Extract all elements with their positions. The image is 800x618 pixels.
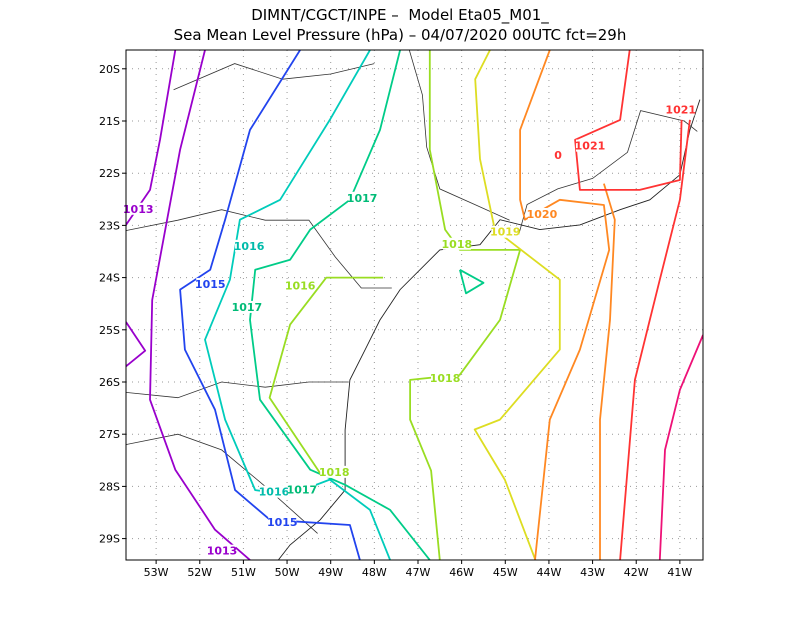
- x-tick-label: 51W: [231, 566, 256, 579]
- contour-label-bg: [235, 239, 264, 252]
- state-border: [518, 110, 698, 236]
- isobar-1022: [658, 334, 703, 560]
- contour-label: 1020: [527, 208, 558, 221]
- contour-label: 1021: [575, 140, 606, 153]
- y-tick-label: 29S: [99, 533, 120, 546]
- isobar-1013: [126, 321, 147, 367]
- state-border: [126, 433, 318, 534]
- state-border: [173, 63, 375, 91]
- contour-label-bg: [491, 225, 520, 238]
- isobar-1020: [599, 183, 616, 560]
- state-border: [126, 381, 349, 399]
- isobar-1013: [149, 50, 251, 560]
- contour-label-bg: [320, 465, 349, 478]
- state-border: [126, 209, 392, 289]
- contour-label: 1017: [287, 484, 318, 497]
- state-border: [408, 50, 510, 221]
- contour-label-bg: [268, 515, 297, 528]
- y-tick-label: 25S: [99, 324, 120, 337]
- x-tick-label: 53W: [144, 566, 169, 579]
- contour-label: 1018: [442, 238, 473, 251]
- y-tick-label: 27S: [99, 428, 120, 441]
- isobar-1016: [204, 50, 391, 560]
- isobar-1018: [409, 50, 521, 560]
- isobar-1021: [619, 119, 691, 560]
- y-tick-label: 28S: [99, 480, 120, 493]
- contour-label: 1016: [234, 240, 265, 253]
- contour-label-bg: [666, 103, 695, 116]
- isobar-1021: [574, 50, 683, 191]
- x-tick-label: 45W: [493, 566, 518, 579]
- isobar-1018: [459, 269, 485, 295]
- contour-label-bg: [232, 300, 261, 313]
- isobar-1013: [126, 50, 177, 226]
- y-tick-label: 20S: [99, 63, 120, 76]
- contour-label-bg: [575, 139, 604, 152]
- contour-label: 1017: [232, 301, 263, 314]
- contour-label: 0: [554, 149, 562, 162]
- x-tick-label: 52W: [187, 566, 212, 579]
- contour-label-bg: [527, 207, 556, 220]
- plot-frame: [125, 49, 704, 561]
- x-tick-label: 41W: [667, 566, 692, 579]
- y-tick-label: 24S: [99, 272, 120, 285]
- contour-label: 1013: [123, 203, 154, 216]
- x-tick-label: 50W: [275, 566, 300, 579]
- contour-label: 1017: [347, 192, 378, 205]
- contour-label-bg: [196, 277, 225, 290]
- isobar-1015: [179, 50, 361, 560]
- y-tick-label: 21S: [99, 115, 120, 128]
- x-tick-label: 42W: [624, 566, 649, 579]
- x-tick-label: 49W: [318, 566, 343, 579]
- contour-label-bg: [348, 191, 377, 204]
- isobar-1017: [249, 50, 431, 560]
- contour-label: 1016: [285, 280, 316, 293]
- isobar-1020: [519, 50, 611, 560]
- x-tick-label: 44W: [536, 566, 561, 579]
- x-tick-label: 46W: [449, 566, 474, 579]
- contour-label: 1015: [195, 278, 226, 291]
- y-tick-label: 26S: [99, 376, 120, 389]
- contour-label-bg: [544, 149, 573, 162]
- y-tick-label: 23S: [99, 219, 120, 232]
- contour-label-bg: [259, 485, 288, 498]
- contour-label: 1013: [207, 545, 238, 558]
- contour-label: 1021: [665, 104, 696, 117]
- contour-label-bg: [431, 371, 460, 384]
- x-tick-label: 48W: [362, 566, 387, 579]
- contour-label: 1016: [259, 486, 290, 499]
- contour-label: 1018: [319, 466, 350, 479]
- contour-label: 1019: [490, 226, 521, 239]
- map-title: DIMNT/CGCT/INPE – Model Eta05_M01_: [251, 6, 549, 24]
- contour-label-bg: [208, 544, 237, 557]
- y-tick-label: 22S: [99, 167, 120, 180]
- contour-label: 1015: [267, 516, 298, 529]
- x-tick-label: 47W: [406, 566, 431, 579]
- map-subtitle: Sea Mean Level Pressure (hPa) – 04/07/20…: [173, 26, 627, 44]
- contour-label-bg: [124, 202, 153, 215]
- contour-label-bg: [287, 483, 316, 496]
- isobar-1019: [473, 50, 561, 560]
- contour-label-bg: [286, 279, 315, 292]
- contour-label-bg: [442, 237, 471, 250]
- contour-label: 1018: [430, 372, 461, 385]
- x-tick-label: 43W: [580, 566, 605, 579]
